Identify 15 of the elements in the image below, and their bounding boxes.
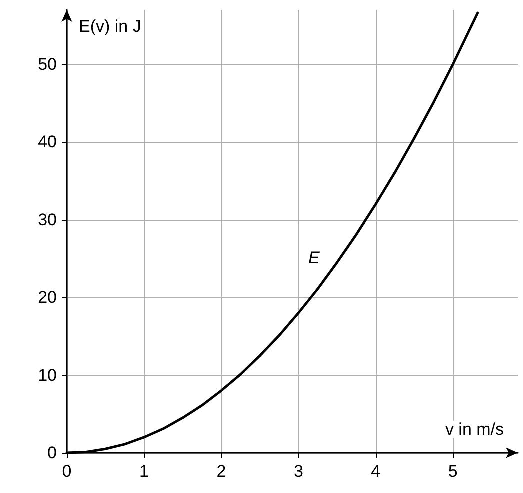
x-tick-label: 3 — [294, 462, 304, 481]
y-tick-label: 20 — [38, 288, 57, 308]
x-axis-title: v in m/s — [445, 420, 504, 439]
x-tick-label: 0 — [62, 462, 72, 481]
x-tick-label: 1 — [139, 462, 149, 481]
y-tick-label: 30 — [38, 210, 57, 230]
x-tick-label: 2 — [216, 462, 226, 481]
annotation: E — [308, 248, 320, 268]
x-tick-label: 4 — [371, 462, 381, 481]
x-tick-label: 5 — [448, 462, 458, 481]
y-tick-label: 40 — [38, 132, 57, 152]
y-axis-title: E(v) in J — [79, 17, 142, 36]
y-tick-label: 50 — [38, 54, 57, 74]
y-tick-label: 0 — [48, 444, 57, 462]
y-tick-label: 10 — [38, 366, 57, 385]
